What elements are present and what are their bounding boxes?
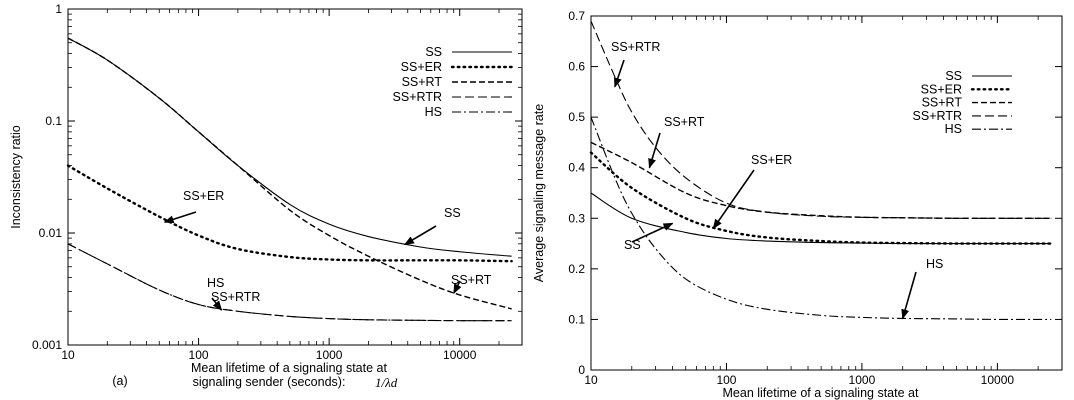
annotation-label: SS+RT — [664, 115, 705, 129]
x-tick-label: 1000 — [849, 373, 876, 387]
legend-label: HS — [425, 105, 442, 119]
y-tick-label: 0.01 — [39, 226, 63, 240]
series-line-ss-rt — [67, 37, 512, 310]
series-line-ss-er — [66, 164, 513, 263]
legend-label: SS+RTR — [913, 109, 962, 123]
x-tick-label: 10000 — [443, 348, 477, 362]
x-tick-label: 10000 — [981, 373, 1015, 387]
y-tick-label: 0 — [578, 363, 585, 377]
annotation-arrow — [163, 211, 197, 224]
y-tick-label: 1 — [55, 2, 62, 16]
legend-label: SS — [945, 69, 962, 83]
legend-label: SS+RTR — [393, 90, 442, 104]
annotation-arrow — [613, 59, 625, 88]
x-tick-label: 100 — [189, 348, 209, 362]
series-line-ss — [67, 37, 512, 257]
legend-label: SS — [425, 45, 442, 59]
panel-label: (a) — [112, 374, 127, 388]
annotation-label: HS — [207, 276, 224, 290]
annotation-arrow — [648, 132, 661, 169]
annotation-arrow — [453, 280, 462, 295]
x-tick-label: 100 — [716, 373, 736, 387]
y-tick-label: 0.3 — [568, 211, 585, 225]
legend-label: SS+ER — [401, 60, 442, 74]
annotation-label: SS+ER — [183, 189, 224, 203]
series-line-ss-rtr — [590, 20, 1052, 219]
x-tick-label: 1000 — [316, 348, 343, 362]
y-tick-label: 0.4 — [568, 161, 585, 175]
y-tick-label: 0.5 — [568, 110, 585, 124]
annotation-arrow — [901, 271, 917, 320]
legend-label: HS — [945, 122, 962, 136]
y-tick-label: 0.6 — [568, 60, 585, 74]
chart-panel-a: 10 100 1000 100000.0010.010.11SSSS+ERSS+RTS… — [9, 2, 523, 390]
x-axis-label-line2: signaling sender (seconds): — [193, 375, 346, 389]
series-line-hs — [590, 116, 1052, 321]
annotation-label: SS+RTR — [211, 290, 260, 304]
chart-panel-b: 10 100 1000 1000000.10.20.30.40.50.60.7SSSS… — [532, 9, 1063, 400]
y-tick-label: 0.001 — [32, 338, 62, 352]
series-line-hs — [67, 243, 512, 322]
annotation-label: SS — [624, 238, 641, 252]
annotation-arrow — [211, 297, 223, 311]
annotation-label: SS+ER — [751, 153, 792, 167]
annotation-label: HS — [926, 257, 943, 271]
y-tick-label: 0.1 — [45, 114, 62, 128]
annotation-label: SS — [444, 206, 461, 220]
annotation-arrow — [403, 225, 437, 246]
legend-label: SS+ER — [921, 82, 962, 96]
annotation-arrow — [712, 169, 755, 230]
annotation-label: SS+RTR — [611, 40, 660, 54]
y-tick-label: 0.7 — [568, 9, 585, 23]
series-line-ss-er — [589, 151, 1053, 245]
annotation-arrow — [631, 222, 674, 243]
x-tick-label: 10 — [61, 348, 75, 362]
legend-label: SS+RT — [402, 75, 443, 89]
plot-frame — [67, 8, 523, 346]
y-tick-label: 0.2 — [568, 262, 585, 276]
x-tick-label: 10 — [584, 373, 598, 387]
series-line-ss-rt — [590, 141, 1052, 220]
x-axis-label-line1: Mean lifetime of a signaling state at — [723, 386, 919, 400]
y-tick-label: 0.1 — [568, 312, 585, 326]
plot-frame — [590, 15, 1063, 371]
x-axis-label-line1: Mean lifetime of a signaling state at — [191, 361, 387, 375]
y-axis-label: Inconsistency ratio — [9, 125, 23, 229]
legend-label: SS+RT — [922, 96, 963, 110]
series-line-ss-rtr — [67, 243, 512, 322]
y-axis-label: Average signaling message rate — [532, 104, 546, 282]
x-axis-label-math: 1/λd — [375, 375, 398, 390]
